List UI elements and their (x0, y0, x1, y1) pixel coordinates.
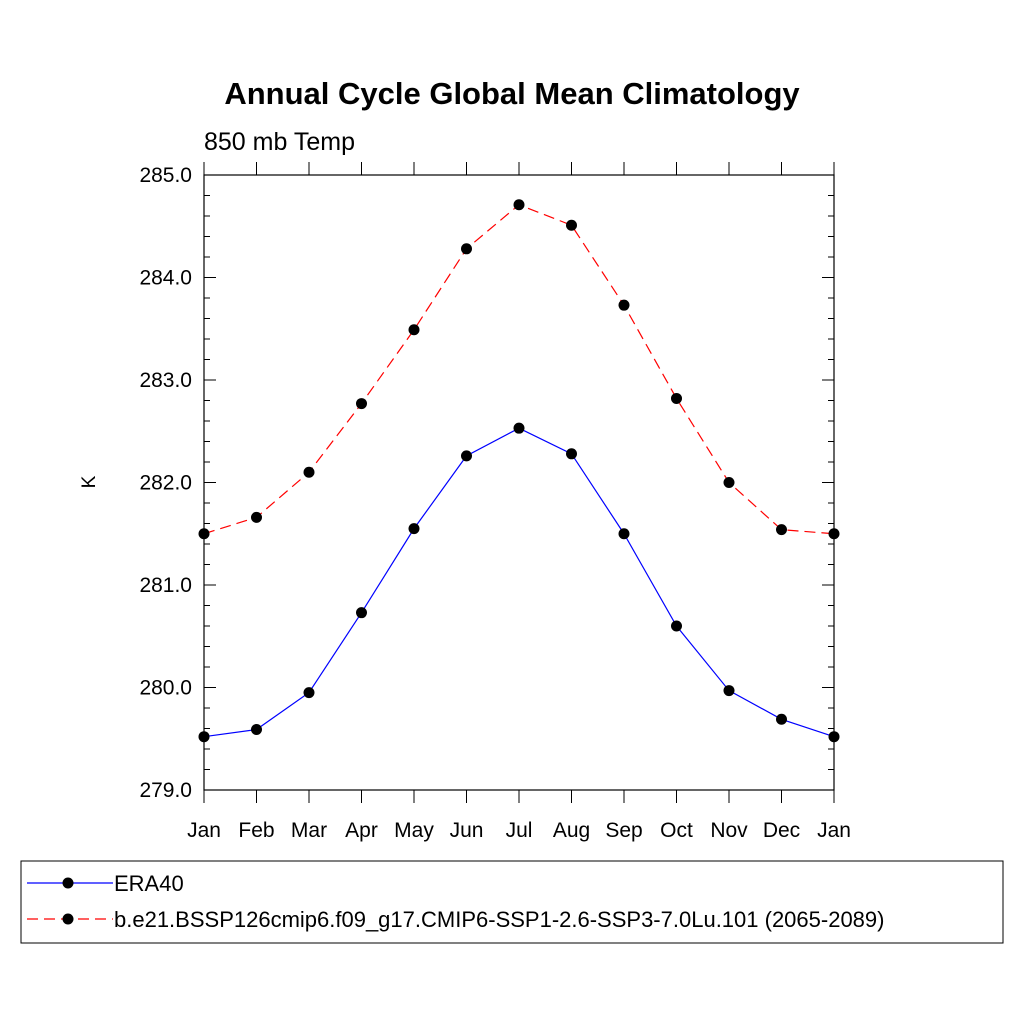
chart-title: Annual Cycle Global Mean Climatology (224, 76, 800, 111)
x-tick-label: Feb (238, 819, 274, 842)
data-point (776, 524, 787, 536)
y-tick-label: 281.0 (139, 574, 192, 597)
legend: ERA40 b.e21.BSSP126cmip6.f09_g17.CMIP6-SS… (27, 871, 884, 932)
series-layer (198, 199, 840, 743)
data-point (776, 713, 787, 725)
y-tick-labels: 279.0 280.0 281.0 282.0 283.0 284.0 285.0 (139, 164, 192, 802)
legend-box (20, 860, 1004, 944)
data-point (251, 724, 262, 736)
x-tick-label: Apr (345, 819, 378, 842)
x-tick-label: Jun (450, 819, 484, 842)
plot-frame (203, 174, 835, 791)
data-point (671, 392, 682, 404)
data-point (723, 685, 735, 697)
data-point (408, 324, 420, 336)
data-point (618, 299, 630, 311)
data-point (566, 219, 577, 231)
data-point (251, 511, 262, 523)
legend-marker (62, 877, 74, 889)
x-tick-label: May (394, 819, 434, 842)
x-tick-label: Sep (605, 819, 642, 842)
data-point (828, 731, 840, 743)
series-1 (198, 199, 840, 540)
x-tick-label: Jan (817, 819, 851, 842)
data-point (671, 620, 682, 632)
legend-item: b.e21.BSSP126cmip6.f09_g17.CMIP6-SSP1-2.… (27, 907, 884, 932)
legend-item: ERA40 (27, 871, 184, 896)
legend-label: b.e21.BSSP126cmip6.f09_g17.CMIP6-SSP1-2.… (114, 907, 884, 932)
x-tick-label: Oct (660, 819, 693, 842)
data-point (461, 243, 472, 255)
axis-ticks (203, 162, 835, 803)
data-point (198, 528, 210, 540)
data-point (303, 466, 315, 478)
series-line (203, 427, 835, 738)
x-tick-label: Aug (553, 819, 590, 842)
chart-subtitle: 850 mb Temp (204, 128, 355, 156)
y-tick-label: 280.0 (139, 677, 192, 700)
data-point (461, 450, 472, 462)
x-tick-label: Jul (506, 819, 533, 842)
data-point (408, 523, 420, 535)
y-tick-label: 284.0 (139, 267, 192, 290)
x-tick-label: Mar (291, 819, 327, 842)
x-tick-label: Nov (710, 819, 748, 842)
data-point (198, 731, 210, 743)
series-line (203, 204, 835, 535)
data-point (513, 422, 525, 434)
y-tick-label: 282.0 (139, 472, 192, 495)
data-point (723, 477, 735, 488)
series-0 (198, 422, 840, 743)
data-point (566, 448, 577, 460)
legend-label: ERA40 (114, 871, 184, 896)
data-point (356, 607, 367, 619)
x-tick-label: Jan (187, 819, 221, 842)
y-tick-label: 279.0 (139, 779, 192, 802)
x-tick-label: Dec (763, 819, 800, 842)
y-tick-label: 285.0 (139, 164, 192, 187)
data-point (618, 528, 630, 540)
legend-marker (62, 913, 74, 925)
data-point (356, 398, 367, 410)
data-point (828, 528, 840, 540)
y-axis-label: K (79, 475, 100, 488)
x-tick-labels: Jan Feb Mar Apr May Jun Jul Aug Sep Oct Nov Dec Jan (187, 819, 851, 842)
y-tick-label: 283.0 (139, 369, 192, 392)
data-point (303, 687, 315, 699)
data-point (513, 199, 525, 211)
